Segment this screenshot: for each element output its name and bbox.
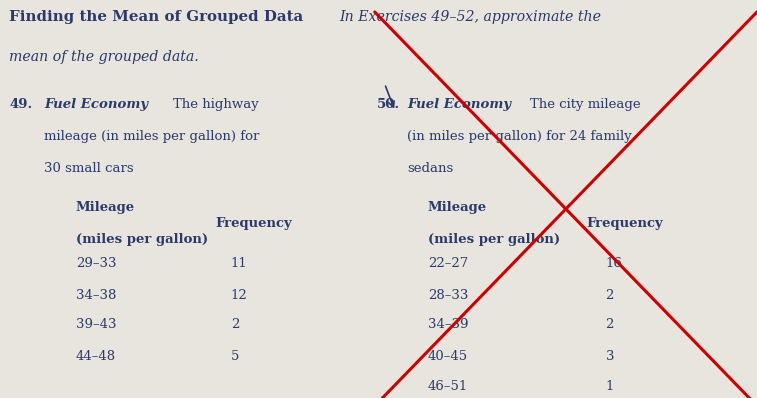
Text: 40–45: 40–45 <box>428 350 468 363</box>
Text: 16: 16 <box>606 257 622 270</box>
Text: (miles per gallon): (miles per gallon) <box>76 233 208 246</box>
Text: 49.: 49. <box>9 98 33 111</box>
Text: 2: 2 <box>606 289 614 302</box>
Text: In Exercises 49–52, approximate the: In Exercises 49–52, approximate the <box>339 10 601 24</box>
Text: mean of the grouped data.: mean of the grouped data. <box>9 50 199 64</box>
Text: 2: 2 <box>231 318 239 332</box>
Text: 3: 3 <box>606 350 614 363</box>
Text: 2: 2 <box>606 318 614 332</box>
Text: 34–39: 34–39 <box>428 318 469 332</box>
Text: 5: 5 <box>231 350 239 363</box>
Text: 50.: 50. <box>377 98 400 111</box>
Text: Fuel Economy: Fuel Economy <box>44 98 148 111</box>
Text: 44–48: 44–48 <box>76 350 116 363</box>
Text: 30 small cars: 30 small cars <box>44 162 133 175</box>
Text: 22–27: 22–27 <box>428 257 468 270</box>
Text: The highway: The highway <box>173 98 258 111</box>
Text: Fuel Economy: Fuel Economy <box>407 98 512 111</box>
Text: Frequency: Frequency <box>587 217 663 230</box>
Text: 28–33: 28–33 <box>428 289 468 302</box>
Text: 34–38: 34–38 <box>76 289 116 302</box>
Text: 12: 12 <box>231 289 248 302</box>
Text: 1: 1 <box>606 380 614 393</box>
Text: mileage (in miles per gallon) for: mileage (in miles per gallon) for <box>44 130 260 143</box>
Text: Frequency: Frequency <box>216 217 292 230</box>
Text: Finding the Mean of Grouped Data: Finding the Mean of Grouped Data <box>9 10 304 24</box>
Text: 29–33: 29–33 <box>76 257 117 270</box>
Text: Mileage: Mileage <box>76 201 135 214</box>
Text: 39–43: 39–43 <box>76 318 117 332</box>
Text: 46–51: 46–51 <box>428 380 468 393</box>
Text: sedans: sedans <box>407 162 453 175</box>
Text: (in miles per gallon) for 24 family: (in miles per gallon) for 24 family <box>407 130 632 143</box>
Text: Mileage: Mileage <box>428 201 487 214</box>
Text: The city mileage: The city mileage <box>530 98 640 111</box>
Text: 11: 11 <box>231 257 248 270</box>
Text: (miles per gallon): (miles per gallon) <box>428 233 560 246</box>
